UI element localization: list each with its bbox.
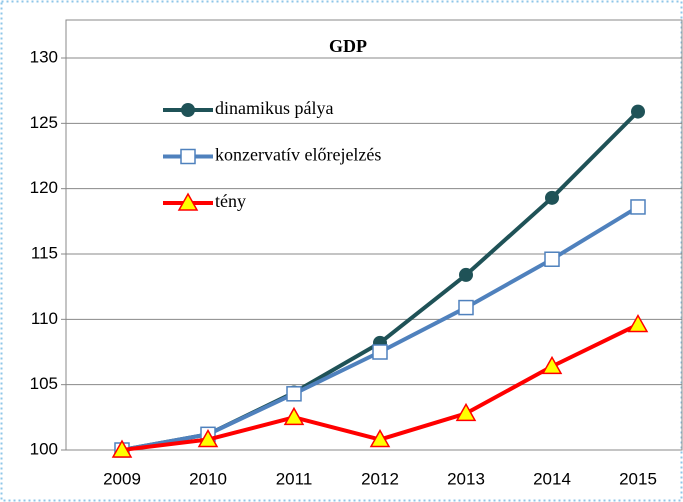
- x-tick-label: 2013: [447, 469, 485, 488]
- point: [197, 429, 219, 448]
- x-tick-label: 2015: [619, 469, 657, 488]
- y-tick-label: 115: [31, 243, 58, 262]
- point: [458, 299, 474, 316]
- point: [541, 355, 563, 375]
- legend-marker: [181, 103, 195, 117]
- point: [544, 251, 560, 267]
- y-tick-label: 105: [30, 374, 58, 393]
- point: [111, 439, 133, 458]
- point: [372, 344, 388, 360]
- legend-marker: [180, 148, 196, 165]
- point: [630, 199, 646, 215]
- y-tick-label: 125: [30, 113, 58, 132]
- legend-marker: [177, 192, 199, 211]
- y-tick-label: 130: [30, 47, 58, 66]
- y-tick-label: 120: [30, 178, 58, 197]
- x-tick-label: 2011: [276, 469, 313, 488]
- point: [631, 104, 645, 119]
- point: [545, 190, 559, 205]
- point: [369, 429, 391, 448]
- point: [283, 406, 305, 426]
- legend-label: dinamikus pálya: [215, 98, 333, 118]
- y-tick-label: 110: [31, 309, 58, 328]
- x-tick-label: 2014: [533, 469, 571, 488]
- legend-label: konzervatív előrejelzés: [215, 145, 381, 165]
- point: [627, 314, 649, 333]
- x-tick-label: 2009: [103, 469, 141, 488]
- point: [286, 386, 302, 402]
- y-tick-label: 100: [30, 439, 58, 458]
- point: [459, 267, 473, 282]
- x-tick-label: 2010: [189, 469, 227, 488]
- chart-title: GDP: [329, 36, 367, 56]
- point: [455, 402, 477, 422]
- legend-label: tény: [215, 191, 246, 211]
- x-tick-label: 2012: [361, 469, 399, 488]
